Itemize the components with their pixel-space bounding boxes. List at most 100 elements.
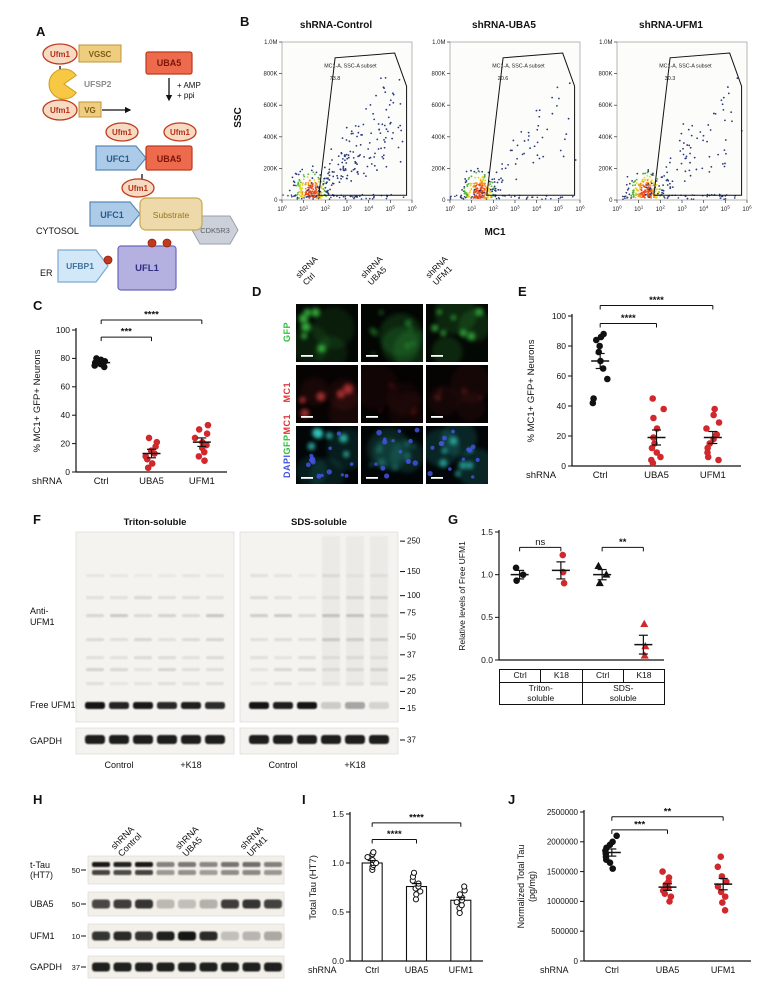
panel-b-label: B	[240, 14, 250, 29]
svg-text:Ufm1: Ufm1	[128, 184, 149, 193]
svg-text:101: 101	[634, 205, 644, 214]
svg-text:**: **	[619, 537, 627, 548]
svg-text:15: 15	[407, 704, 416, 713]
svg-text:shRNA: shRNA	[526, 470, 557, 481]
svg-text:80: 80	[61, 353, 71, 363]
svg-text:50: 50	[407, 632, 416, 641]
svg-text:***: ***	[121, 327, 132, 338]
svg-text:MC1-A, SSC-A subset: MC1-A, SSC-A subset	[324, 63, 377, 69]
ufm1-western-blot: Triton-soluble SDS-soluble 250 150 100 75 50 37…	[30, 517, 421, 770]
svg-text:SDS-soluble: SDS-soluble	[291, 517, 347, 528]
svg-text:Ctrl: Ctrl	[94, 476, 109, 487]
svg-text:30.3: 30.3	[665, 76, 676, 82]
svg-text:106: 106	[407, 205, 417, 214]
svg-text:0.0: 0.0	[481, 655, 493, 665]
svg-text:80: 80	[557, 341, 567, 351]
svg-text:40: 40	[61, 410, 71, 420]
flow-plot-title-uba5: shRNA-UBA5	[472, 20, 536, 31]
svg-text:37: 37	[72, 963, 80, 972]
svg-text:600K: 600K	[431, 103, 445, 109]
svg-text:0: 0	[442, 198, 446, 204]
svg-text:UBA5: UBA5	[139, 476, 164, 487]
svg-text:% MC1+ GFP+ Neurons: % MC1+ GFP+ Neurons	[32, 349, 43, 452]
svg-text:Ctrl: Ctrl	[593, 470, 608, 481]
svg-text:2000000: 2000000	[547, 838, 579, 847]
normalized-tau-dot-plot: 0 500000 1000000 1500000 2000000 2500000 Ctrl U…	[516, 806, 751, 975]
svg-text:Substrate: Substrate	[153, 210, 190, 220]
svg-text:20.6: 20.6	[498, 76, 509, 82]
svg-text:Ctrl: Ctrl	[365, 965, 379, 975]
svg-text:200K: 200K	[431, 166, 445, 172]
svg-text:105: 105	[386, 205, 396, 214]
svg-text:0: 0	[561, 461, 566, 471]
panel-g-label: G	[448, 512, 459, 527]
svg-text:200K: 200K	[598, 166, 612, 172]
svg-text:200K: 200K	[263, 166, 277, 172]
panel-i-label: I	[302, 792, 306, 807]
svg-text:(HT7): (HT7)	[30, 870, 53, 880]
svg-text:UBA5: UBA5	[405, 965, 429, 975]
micrograph-merge-uba5	[361, 426, 423, 484]
free-ufm1-quantification-plot: 0.0 0.5 1.0 1.5 ns ** Relative levels of Free …	[457, 527, 664, 665]
svg-text:CDK5R3: CDK5R3	[200, 226, 230, 235]
svg-text:****: ****	[409, 812, 424, 823]
svg-text:Triton-soluble: Triton-soluble	[124, 517, 187, 528]
svg-text:102: 102	[489, 205, 499, 214]
total-tau-bar-chart: 0.0 0.5 1.0 1.5 Ctrl UBA5 UFM1 **** **** Total Ta…	[308, 809, 483, 975]
svg-text:UBA5: UBA5	[157, 154, 182, 164]
svg-text:UFBP1: UFBP1	[66, 261, 94, 271]
svg-text:600K: 600K	[263, 103, 277, 109]
svg-text:103: 103	[510, 205, 520, 214]
svg-text:105: 105	[554, 205, 564, 214]
svg-text:UFM1: UFM1	[449, 965, 474, 975]
svg-text:t-Tau: t-Tau	[30, 860, 50, 870]
svg-text:1.0: 1.0	[481, 569, 493, 579]
svg-text:shRNAUFM1: shRNAUFM1	[238, 824, 272, 858]
svg-text:106: 106	[575, 205, 585, 214]
micrograph-col-header-ctrl: shRNA Ctrl	[293, 253, 320, 287]
panel-a-label: A	[36, 24, 46, 39]
micrograph-mc1-uba5	[361, 365, 423, 423]
svg-text:104: 104	[532, 205, 542, 214]
svg-text:ER: ER	[40, 268, 53, 278]
svg-text:MC1-A, SSC-A subset: MC1-A, SSC-A subset	[492, 63, 545, 69]
svg-text:UFC1: UFC1	[106, 154, 130, 164]
svg-text:VG: VG	[84, 106, 96, 115]
svg-text:1.0M: 1.0M	[264, 40, 277, 46]
svg-text:60: 60	[61, 382, 71, 392]
svg-text:Anti-: Anti-	[30, 606, 49, 616]
flow-y-axis-label: SSC	[232, 107, 244, 128]
svg-text:50: 50	[72, 900, 80, 909]
micrograph-gfp-ctrl	[296, 304, 358, 362]
svg-text:400K: 400K	[263, 135, 277, 141]
svg-text:UFM1: UFM1	[700, 470, 726, 481]
imaging-mc1-gfp-dot-plot: 0 20 40 60 80 100 Ctrl UBA5 UFM1 **** **** % MC1+ G…	[526, 296, 741, 481]
svg-text:10: 10	[72, 932, 80, 941]
svg-text:1.0M: 1.0M	[432, 40, 445, 46]
svg-text:500000: 500000	[551, 927, 578, 936]
svg-text:+ ppi: + ppi	[177, 91, 195, 100]
svg-text:UFM1: UFM1	[711, 965, 736, 975]
panel-h-label: H	[33, 792, 43, 807]
svg-text:50: 50	[72, 866, 80, 875]
svg-text:800K: 800K	[431, 72, 445, 78]
svg-text:UFM1: UFM1	[30, 931, 55, 941]
svg-text:UBA5: UBA5	[30, 899, 54, 909]
svg-text:0.5: 0.5	[332, 907, 344, 917]
svg-text:400K: 400K	[431, 135, 445, 141]
micrograph-merge-ufm1	[426, 426, 488, 484]
svg-text:VGSC: VGSC	[89, 50, 112, 59]
table-cell: K18	[540, 669, 583, 683]
svg-text:Normalized Total Tau: Normalized Total Tau	[516, 845, 526, 929]
svg-text:20: 20	[407, 687, 416, 696]
row-label-merge: DAPIGFPMC1	[282, 414, 292, 479]
svg-text:150: 150	[407, 567, 421, 576]
svg-text:0: 0	[274, 198, 278, 204]
svg-text:+ AMP: + AMP	[177, 81, 201, 90]
panel-c-label: C	[33, 298, 43, 313]
svg-text:1.5: 1.5	[332, 809, 344, 819]
svg-text:20: 20	[61, 438, 71, 448]
svg-text:100: 100	[407, 591, 421, 600]
